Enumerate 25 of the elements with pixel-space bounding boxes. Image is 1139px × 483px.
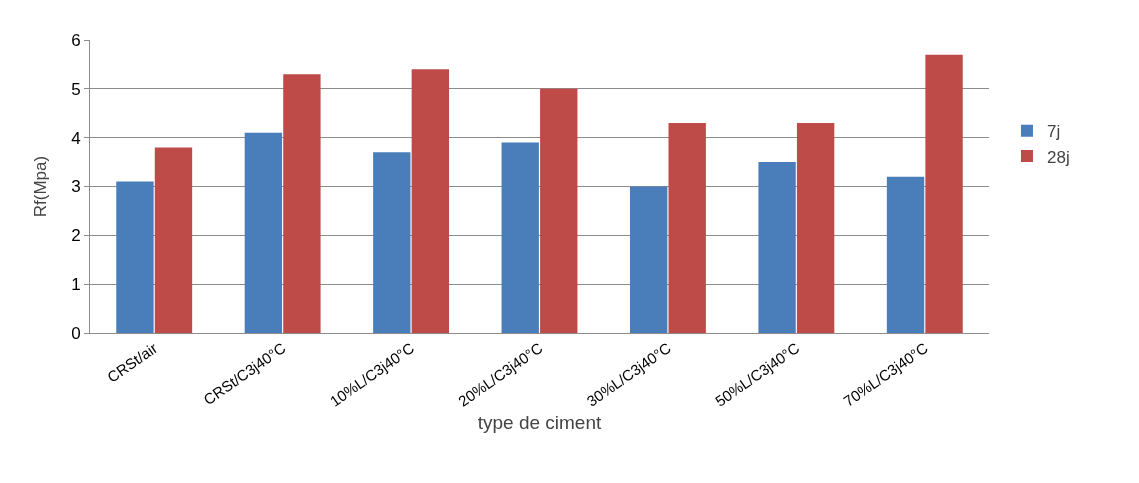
- bar: [116, 181, 154, 333]
- y-tick-label: 4: [71, 128, 81, 148]
- bar: [540, 88, 578, 333]
- bar: [501, 142, 539, 333]
- y-tick-label: 6: [71, 30, 81, 50]
- bar: [886, 176, 925, 333]
- bar: [758, 162, 796, 333]
- bar: [154, 147, 193, 333]
- x-axis-title: type de ciment: [477, 411, 602, 433]
- y-tick-label: 5: [71, 79, 81, 99]
- bar: [373, 152, 411, 333]
- bar: [668, 123, 706, 333]
- bar: [283, 74, 321, 333]
- bar: [411, 69, 450, 333]
- bar: [244, 132, 283, 333]
- legend-label: 28j: [1046, 147, 1070, 167]
- y-tick-label: 1: [71, 275, 81, 295]
- legend-label: 7j: [1046, 122, 1061, 142]
- bar: [629, 186, 668, 333]
- y-tick-label: 3: [71, 177, 81, 197]
- y-tick-label: 0: [71, 323, 81, 343]
- bar: [796, 123, 835, 333]
- y-axis-title: Rf(Mpa): [31, 155, 50, 218]
- y-tick-label: 2: [71, 226, 81, 246]
- bar: [925, 54, 963, 333]
